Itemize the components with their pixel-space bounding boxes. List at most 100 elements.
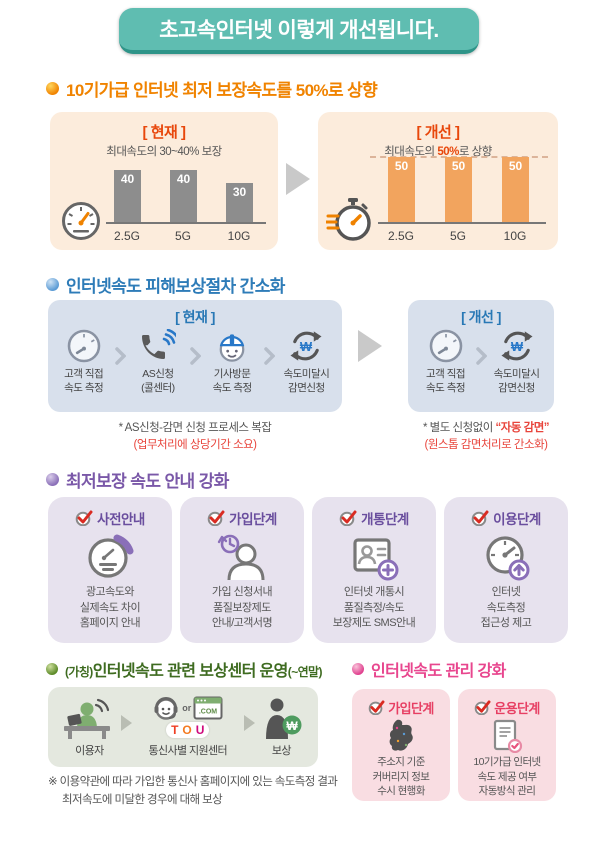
guide-card-usage: 이용단계 인터넷 속도측정 접근성 제고	[444, 497, 568, 643]
bar-5g: 40	[170, 170, 197, 222]
step-measure: 고객 직접 속도 측정	[52, 327, 115, 395]
bar-10g: 50	[502, 157, 529, 222]
arrow-right-icon	[243, 715, 255, 731]
x-axis	[378, 222, 546, 224]
guide-card-activation: 개통단계 인터넷 개통시 품질측정/속도 보장제도 SMS안내	[312, 497, 436, 643]
chevron-right-icon	[475, 347, 487, 365]
telecom-logo-lgu: U	[195, 723, 205, 737]
process-steps: 고객 직접 속도 측정 ₩ 속도미달시 감면신청	[412, 327, 550, 395]
bar-value: 50	[451, 159, 466, 173]
check-icon	[339, 510, 357, 526]
bar-2.5g: 40	[114, 170, 141, 222]
section-speed-title: 10기가급 인터넷 최저 보장속도를 50%로 상향	[66, 81, 378, 100]
person-won-icon: ₩	[255, 695, 308, 739]
bar-2.5g: 50	[388, 157, 415, 222]
tick-label: 2.5G	[387, 229, 414, 243]
manage-card-operation: 운용단계 10기가급 인터넷 속도 제공 여부 자동방식 관리	[458, 689, 556, 801]
process-improved-note: * 별도 신청없이 “자동 감면” (원스톱 감면처리로 간소화)	[422, 422, 550, 452]
green-sphere-icon	[46, 663, 58, 675]
speedometer-icon	[60, 200, 102, 242]
x-axis	[106, 222, 266, 224]
section-speed-header: 10기가급 인터넷 최저 보장속도를 50%로 상향	[46, 76, 378, 101]
telecom-logos: T O U	[166, 722, 210, 738]
document-check-icon	[458, 717, 556, 755]
guide-card-pre-notice: 사전안내 광고속도와 실제속도 차이 홈페이지 안내	[48, 497, 172, 643]
or-text: or	[182, 703, 192, 713]
id-card-plus-icon	[312, 529, 436, 585]
engineer-icon	[201, 327, 264, 365]
compensation-flow: 이용자	[48, 687, 318, 758]
improved-label: [ 개선 ]	[461, 309, 501, 325]
tick-label: 2.5G	[113, 229, 140, 243]
step-engineer-visit: 기사방문 속도 측정	[201, 327, 264, 395]
won-cycle-icon: ₩	[275, 327, 338, 365]
step-reduction-request: ₩ 속도미달시 감면신청	[275, 327, 338, 395]
phone-call-icon	[126, 327, 189, 365]
check-icon	[368, 700, 385, 715]
step-auto-reduction: ₩ 속도미달시 감면신청	[487, 327, 547, 395]
headset-agent-icon	[152, 695, 180, 721]
flow-compensation: ₩ 보상	[255, 695, 308, 758]
process-current-panel: [ 현재 ] 고객 직접 속도 측정	[48, 300, 342, 412]
bar-value: 50	[394, 159, 409, 173]
svg-text:.COM: .COM	[199, 709, 217, 716]
process-current-note: * AS신청-감면 신청 프로세스 복잡 (업무처리에 상당기간 소요)	[118, 422, 272, 452]
chevron-right-icon	[189, 347, 201, 365]
person-history-icon	[180, 529, 304, 585]
guide-card-signup: 가입단계 가입 신청서내 품질보장제도 안내/고객서명	[180, 497, 304, 643]
tick-label: 5G	[449, 229, 466, 243]
page-title: 초고속인터넷 이렇게 개선됩니다.	[119, 8, 479, 54]
tick-label: 5G	[174, 229, 191, 243]
flow-user: 이용자	[58, 695, 121, 758]
step-as-request: AS신청 (콜센터)	[126, 327, 189, 395]
bar-value: 40	[176, 172, 191, 186]
speedometer-icon	[416, 327, 476, 365]
section-manage-header: 인터넷속도 관리 강화	[352, 657, 506, 681]
flow-support-center: or .COM T O U	[132, 695, 244, 758]
bar-value: 30	[232, 185, 247, 199]
current-label: [ 현재 ]	[142, 124, 186, 141]
tick-label: 10G	[503, 229, 527, 243]
pink-sphere-icon	[352, 663, 364, 675]
arrow-right-icon	[120, 715, 132, 731]
telecom-logo-kt: O	[182, 723, 192, 737]
check-icon	[474, 700, 491, 715]
website-browser-icon: .COM	[193, 696, 223, 720]
highlight-50pct: 50%	[437, 146, 459, 158]
current-label: [ 현재 ]	[175, 309, 215, 325]
blue-sphere-icon	[46, 278, 59, 291]
svg-text:₩: ₩	[287, 719, 299, 733]
arrow-right-icon	[286, 163, 310, 195]
improved-label: [ 개선 ]	[416, 124, 460, 141]
check-icon	[75, 510, 93, 526]
check-icon	[471, 510, 489, 526]
check-icon	[207, 510, 225, 526]
korea-map-icon	[352, 717, 450, 755]
purple-sphere-icon	[46, 473, 59, 486]
chevron-right-icon	[264, 347, 275, 365]
current-subtitle: 최대속도의 30~40% 보장	[106, 146, 222, 158]
bar-5g: 50	[445, 157, 472, 222]
ad-speed-gauge-icon	[48, 529, 172, 585]
speed-current-panel: [ 현재 ] 최대속도의 30~40% 보장 40 40 30 2.5G 5G …	[50, 112, 278, 250]
section-guide-title: 최저보장 속도 안내 강화	[66, 472, 229, 491]
page-title-text: 초고속인터넷 이렇게 개선됩니다.	[159, 19, 439, 42]
section-manage-title: 인터넷속도 관리 강화	[371, 663, 506, 680]
won-cycle-icon: ₩	[487, 327, 547, 365]
section-center-header: (가칭)인터넷속도 관련 보상센터 운영(~연말)	[46, 657, 322, 681]
compensation-note: ※ 이용약관에 따라 가입한 통신사 홈페이지에 있는 속도측정 결과 최저속도…	[48, 776, 338, 806]
speedometer-icon	[52, 327, 115, 365]
telecom-logo-skt: T	[171, 723, 179, 737]
user-desk-icon	[58, 695, 121, 739]
process-improved-panel: [ 개선 ] 고객 직접 속도 측정	[408, 300, 554, 412]
bar-value: 40	[120, 172, 135, 186]
orange-sphere-icon	[46, 82, 59, 95]
compensation-center-panel: 이용자	[48, 687, 318, 767]
stopwatch-icon	[326, 196, 374, 244]
speed-improved-panel: [ 개선 ] 최대속도의 50%로 상향 50 50 50 2.5G 5G 10…	[318, 112, 558, 250]
svg-text:₩: ₩	[510, 339, 523, 354]
bar-value: 50	[508, 159, 523, 173]
svg-text:₩: ₩	[300, 339, 313, 354]
section-process-title: 인터넷속도 피해보상절차 간소화	[66, 277, 285, 296]
